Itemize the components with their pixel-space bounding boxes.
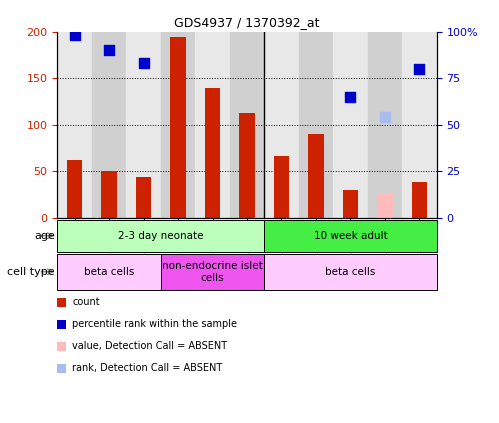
Bar bbox=[402, 32, 437, 218]
Point bbox=[415, 66, 423, 72]
Bar bbox=[57, 32, 92, 218]
Bar bbox=[274, 157, 289, 218]
Bar bbox=[126, 32, 161, 218]
Bar bbox=[368, 32, 402, 218]
Bar bbox=[299, 32, 333, 218]
Text: rank, Detection Call = ABSENT: rank, Detection Call = ABSENT bbox=[72, 363, 223, 374]
Bar bbox=[67, 160, 82, 218]
Bar bbox=[161, 254, 264, 290]
Text: cell type: cell type bbox=[7, 267, 55, 277]
Bar bbox=[205, 88, 220, 218]
Point bbox=[105, 47, 113, 54]
Bar bbox=[230, 32, 264, 218]
Bar bbox=[377, 194, 393, 218]
Text: beta cells: beta cells bbox=[325, 267, 376, 277]
Bar bbox=[264, 254, 437, 290]
Point bbox=[312, 2, 320, 9]
Text: 2-3 day neonate: 2-3 day neonate bbox=[118, 231, 204, 241]
Point bbox=[71, 32, 79, 39]
Point bbox=[346, 93, 354, 100]
Text: percentile rank within the sample: percentile rank within the sample bbox=[72, 319, 238, 330]
Bar bbox=[57, 220, 264, 252]
Point bbox=[381, 114, 389, 121]
Bar bbox=[239, 113, 255, 218]
Bar bbox=[92, 32, 126, 218]
Point bbox=[140, 60, 148, 67]
Text: count: count bbox=[72, 297, 100, 308]
Bar bbox=[170, 37, 186, 218]
Bar bbox=[264, 220, 437, 252]
Bar bbox=[57, 254, 161, 290]
Bar bbox=[343, 190, 358, 218]
Text: 10 week adult: 10 week adult bbox=[313, 231, 387, 241]
Bar bbox=[308, 134, 324, 218]
Bar bbox=[333, 32, 368, 218]
Title: GDS4937 / 1370392_at: GDS4937 / 1370392_at bbox=[174, 16, 320, 29]
Bar bbox=[101, 171, 117, 218]
Text: non-endocrine islet
cells: non-endocrine islet cells bbox=[162, 261, 263, 283]
Bar bbox=[136, 177, 151, 218]
Bar bbox=[161, 32, 195, 218]
Point bbox=[243, 0, 251, 5]
Point bbox=[277, 17, 285, 24]
Bar bbox=[264, 32, 299, 218]
Bar bbox=[412, 182, 427, 218]
Text: age: age bbox=[34, 231, 55, 241]
Bar bbox=[195, 32, 230, 218]
Text: beta cells: beta cells bbox=[84, 267, 134, 277]
Text: value, Detection Call = ABSENT: value, Detection Call = ABSENT bbox=[72, 341, 228, 352]
